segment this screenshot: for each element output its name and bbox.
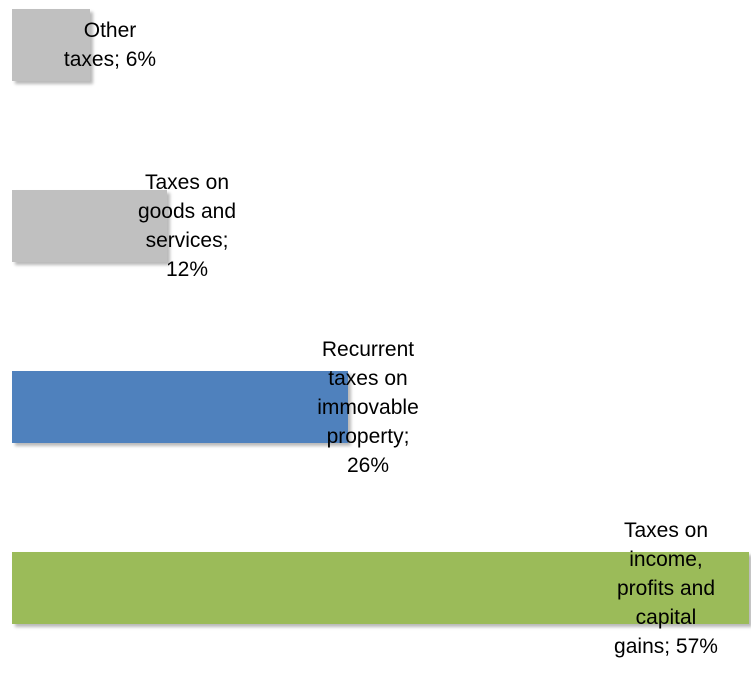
data-label-1: Other taxes; 6% bbox=[63, 19, 157, 71]
bar-3 bbox=[12, 371, 348, 443]
bar-2 bbox=[12, 190, 167, 262]
data-label-2: Taxes on goods and services; 12% bbox=[137, 171, 237, 281]
bar-1 bbox=[12, 9, 90, 81]
data-label-3: Recurrent taxes on immovable property; 2… bbox=[317, 338, 419, 477]
bar-4 bbox=[12, 552, 749, 624]
data-label-4: Taxes on income, profits and capital gai… bbox=[614, 519, 718, 658]
